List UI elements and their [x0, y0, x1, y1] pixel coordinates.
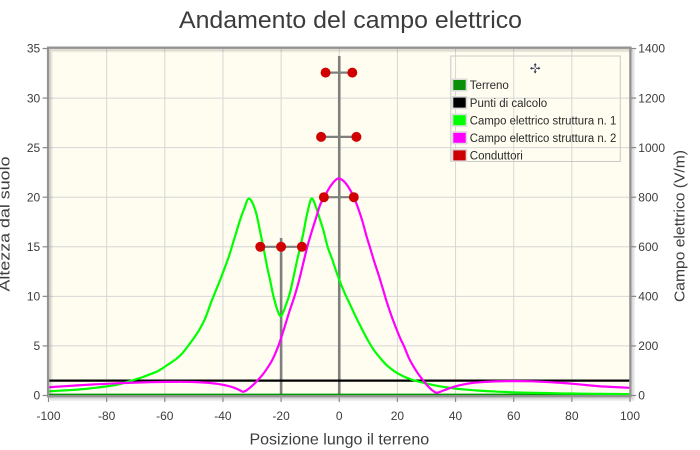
svg-text:Posizione lungo il terreno: Posizione lungo il terreno — [249, 431, 429, 448]
svg-text:Campo elettrico struttura n. 1: Campo elettrico struttura n. 1 — [470, 115, 617, 127]
svg-text:1400: 1400 — [638, 42, 665, 56]
svg-text:800: 800 — [638, 190, 658, 204]
svg-text:-80: -80 — [98, 409, 116, 423]
svg-text:200: 200 — [638, 339, 658, 353]
svg-text:-60: -60 — [156, 409, 174, 423]
svg-text:10: 10 — [27, 290, 41, 304]
svg-text:Punti di calcolo: Punti di calcolo — [470, 98, 547, 110]
svg-text:15: 15 — [27, 240, 41, 254]
svg-text:40: 40 — [449, 409, 463, 423]
svg-text:30: 30 — [27, 91, 41, 105]
svg-text:1000: 1000 — [638, 141, 665, 155]
svg-text:600: 600 — [638, 240, 658, 254]
svg-text:25: 25 — [27, 141, 41, 155]
svg-text:400: 400 — [638, 290, 658, 304]
svg-text:0: 0 — [34, 389, 41, 403]
svg-text:-100: -100 — [36, 409, 60, 423]
svg-text:60: 60 — [507, 409, 521, 423]
svg-text:0: 0 — [336, 409, 343, 423]
svg-text:1200: 1200 — [638, 91, 665, 105]
svg-text:Campo elettrico struttura n. 2: Campo elettrico struttura n. 2 — [470, 133, 617, 145]
svg-text:0: 0 — [638, 389, 645, 403]
svg-text:5: 5 — [34, 339, 41, 353]
svg-text:20: 20 — [391, 409, 405, 423]
svg-text:Conduttori: Conduttori — [470, 151, 523, 163]
svg-text:Terreno: Terreno — [470, 80, 509, 92]
svg-text:80: 80 — [565, 409, 579, 423]
svg-text:-40: -40 — [214, 409, 232, 423]
svg-text:100: 100 — [620, 409, 640, 423]
svg-text:Campo elettrico (V/m): Campo elettrico (V/m) — [673, 150, 689, 302]
svg-text:-20: -20 — [272, 409, 290, 423]
svg-text:20: 20 — [27, 190, 41, 204]
svg-text:Andamento del campo elettrico: Andamento del campo elettrico — [179, 7, 522, 34]
svg-text:Altezza dal suolo: Altezza dal suolo — [0, 157, 14, 292]
svg-text:35: 35 — [27, 42, 41, 56]
